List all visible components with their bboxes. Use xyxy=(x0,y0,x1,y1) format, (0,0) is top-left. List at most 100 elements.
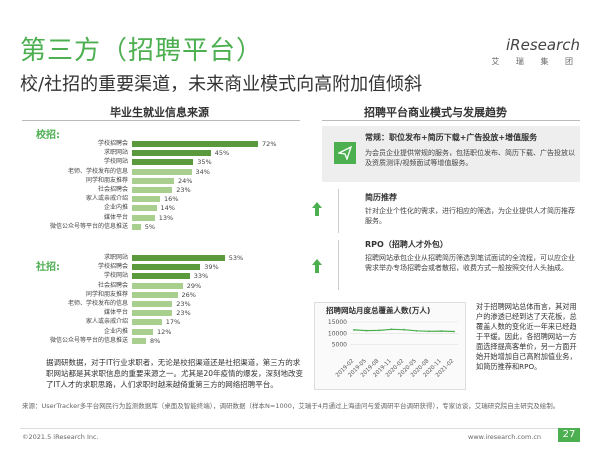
bottom-note: 据调研数据，对于IT行业求职者，无论是校招渠道还是社招渠道，第三方的求职网站都是… xyxy=(46,358,304,389)
model-rpo-body: 招聘网站承包企业从招聘简历筛选到笔试面试的全流程，可以应企业需求举办专场招聘会或… xyxy=(365,254,575,272)
bar-value-label: 14% xyxy=(160,204,175,213)
y-tick-label: 10000 xyxy=(328,330,347,337)
bar-category-label: 媒体平台 xyxy=(103,309,128,317)
bar-value-label: 13% xyxy=(158,213,174,222)
bar-row: 媒体平台 23% xyxy=(22,309,302,317)
bar-category-label: 求职网站 xyxy=(103,149,128,157)
bar-category-label: 家人或亲戚介绍 xyxy=(85,318,128,326)
side-note: 对于招聘网站总体而言，其对用户的渗透已经到达了天花板，总覆盖人数的变化近一年来已… xyxy=(476,302,577,371)
page-number: 27 xyxy=(558,428,580,442)
bar xyxy=(132,214,155,221)
bar-category-label: 老师、学校发布的信息 xyxy=(67,300,128,307)
bar xyxy=(132,273,190,280)
data-point xyxy=(403,328,405,331)
data-point xyxy=(440,330,443,332)
data-point xyxy=(378,329,380,332)
bar-category-label: 同学和朋友推荐 xyxy=(85,176,128,184)
model-card-regular xyxy=(322,126,580,182)
coverage-line-chart-frame xyxy=(314,302,466,390)
bar-row: 老师、学校发布的信息 23% xyxy=(22,300,302,308)
page-subtitle: 校/社招的重要渠道，未来商业模式向高附加值倾斜 xyxy=(20,74,423,95)
bar xyxy=(132,310,173,317)
bar xyxy=(132,264,201,271)
bar-category-label: 学校网站 xyxy=(103,158,128,166)
right-panel-title: 招聘平台商业模式与发展趋势 xyxy=(364,106,507,119)
bar-value-label: 23% xyxy=(176,186,191,194)
bar-row: 学校招聘会 72% xyxy=(22,140,302,148)
bar xyxy=(132,141,258,147)
bar-category-label: 同学和朋友推荐 xyxy=(85,290,128,298)
bar xyxy=(132,291,178,298)
data-point xyxy=(390,328,393,331)
bar-row: 学校网站 33% xyxy=(22,272,302,280)
up-arrow-icon xyxy=(306,255,328,277)
bar-row: 家人或亲戚介绍 17% xyxy=(22,318,302,326)
up-arrow-icon xyxy=(306,198,328,220)
social-group-label: 社招: xyxy=(36,262,60,273)
bar-value-label: 39% xyxy=(204,263,219,272)
bar-value-label: 23% xyxy=(176,300,191,308)
bar-row: 企业内推 14% xyxy=(22,204,302,212)
bar-value-label: 53% xyxy=(228,254,244,262)
bar-category-label: 求职网站 xyxy=(103,254,128,261)
model-rpo-heading: RPO（招聘人才外包） xyxy=(365,240,448,249)
bar-value-label: 26% xyxy=(181,290,196,299)
bar-value-label: 23% xyxy=(176,309,191,318)
data-point xyxy=(415,329,418,332)
bar-value-label: 12% xyxy=(157,327,172,336)
bar-category-label: 学校招聘会 xyxy=(97,140,128,147)
model-regular-body: 为会员企业提供常规的服务，包括职位发布、简历下载、广告投放以及资质测评/视频面试… xyxy=(365,149,575,167)
bar-category-label: 企业内推 xyxy=(103,204,128,212)
bar-value-label: 45% xyxy=(214,149,230,158)
coverage-line-chart: 500010000150002019-022019-052019-082019-… xyxy=(328,319,458,379)
bar-row: 求职网站 45% xyxy=(22,149,302,157)
bar-row: 微信公众号等平台的信息推送 8% xyxy=(22,337,302,345)
model-divider xyxy=(338,240,339,290)
bar xyxy=(132,150,211,157)
bar-category-label: 媒体平台 xyxy=(103,213,128,221)
bar-row: 媒体平台 13% xyxy=(22,214,302,222)
bar-category-label: 学校招聘会 xyxy=(97,263,128,271)
bar-row: 企业内推 12% xyxy=(22,328,302,336)
bar-value-label: 17% xyxy=(165,318,181,327)
left-panel-divider xyxy=(22,120,300,121)
model-divider xyxy=(338,189,339,233)
bar-row: 学校招聘会 39% xyxy=(22,263,302,271)
campus-group-label: 校招: xyxy=(36,130,60,141)
social-bar-chart: 求职网站 53% 学校招聘会 39% 学校网站 33% 社会招聘会 29% 同学和朋友推荐 26%… xyxy=(22,254,302,346)
bar-value-label: 5% xyxy=(144,222,156,231)
model-regular-heading: 常规：职位发布+简历下载+广告投放+增值服务 xyxy=(365,133,538,142)
bar-value-label: 24% xyxy=(178,176,193,185)
bar-row: 社会招聘会 29% xyxy=(22,282,302,290)
bar-value-label: 8% xyxy=(150,336,161,345)
bar xyxy=(132,337,146,344)
campus-bar-chart: 学校招聘会 72% 求职网站 45% 学校网站 35% 老师、学校发布的信息 34% 同学和朋友… xyxy=(22,140,302,232)
bar xyxy=(132,187,173,193)
bar-value-label: 33% xyxy=(193,272,209,281)
bar xyxy=(132,301,173,307)
data-point xyxy=(365,329,368,332)
model-recommend-body: 针对企业个性化的需求，进行相应的筛选，为企业提供人才简历推荐服务。 xyxy=(365,207,575,225)
bar-row: 同学和朋友推荐 24% xyxy=(22,177,302,185)
bar-category-label: 微信公众号等平台的信息推送 xyxy=(49,336,128,344)
bar-value-label: 16% xyxy=(164,195,179,204)
bar-value-label: 34% xyxy=(195,167,210,176)
logo-text: iResearch xyxy=(506,36,580,54)
left-panel-title: 毕业生就业信息来源 xyxy=(110,106,209,119)
bar-row: 学校网站 35% xyxy=(22,158,302,166)
logo-cn-text: 艾 瑞 集 团 xyxy=(491,57,580,66)
bar-row: 求职网站 53% xyxy=(22,254,302,262)
bar xyxy=(132,168,192,175)
bar xyxy=(132,223,141,230)
brand-logo: iResearch 艾 瑞 集 团 xyxy=(491,36,580,67)
bar xyxy=(132,159,194,166)
bar-category-label: 社会招聘会 xyxy=(97,186,128,193)
bar xyxy=(132,177,174,184)
line-chart-title: 招聘网站月度总覆盖人数(万人) xyxy=(326,306,431,315)
bar xyxy=(132,282,183,289)
right-panel-divider xyxy=(322,120,580,121)
bar-value-label: 29% xyxy=(186,281,202,290)
bar xyxy=(132,196,160,203)
send-icon xyxy=(334,142,356,164)
data-point xyxy=(353,329,355,331)
